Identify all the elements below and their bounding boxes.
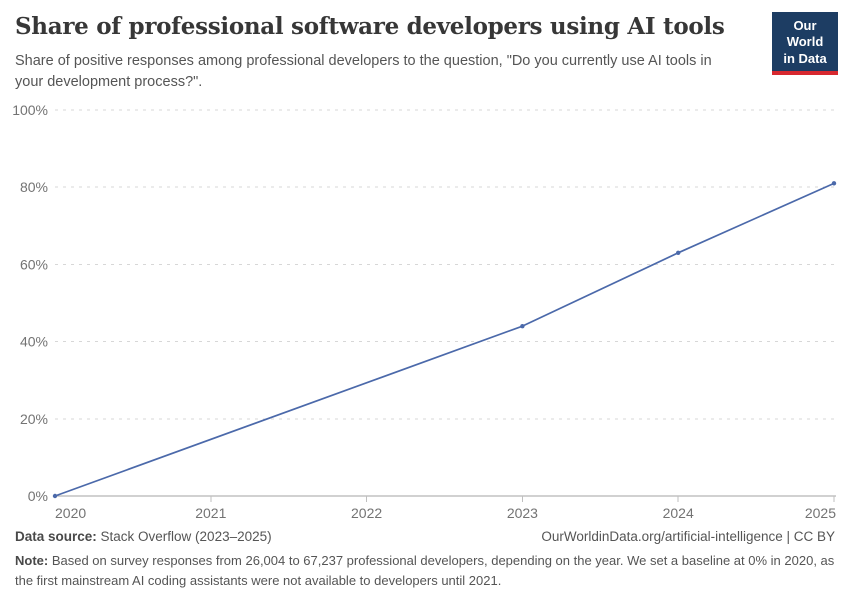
data-source: Data source: Stack Overflow (2023–2025) — [15, 529, 272, 544]
x-axis-label: 2020 — [55, 505, 86, 521]
y-axis-label: 100% — [12, 102, 48, 118]
chart-subtitle: Share of positive responses among profes… — [15, 53, 712, 90]
chart-note-text: Based on survey responses from 26,004 to… — [15, 553, 835, 588]
data-point — [52, 493, 58, 499]
data-source-label: Data source: — [15, 529, 97, 544]
y-axis-label: 80% — [20, 179, 48, 195]
data-source-value: Stack Overflow (2023–2025) — [96, 529, 272, 544]
data-point — [520, 323, 525, 329]
owid-logo[interactable]: Our World in Data — [772, 12, 838, 75]
x-axis-label: 2022 — [351, 505, 382, 521]
x-axis-label: 2021 — [195, 505, 226, 521]
chart-note-label: Note: — [15, 553, 49, 568]
data-point — [676, 250, 681, 256]
line-chart-plot-area[interactable]: 0% 20% 40% 60% 80% 100% 2020 2021 2022 2023 2024 20… — [0, 100, 850, 530]
y-axis-label: 60% — [20, 256, 48, 272]
x-axis-label: 2025 — [805, 505, 836, 521]
x-axis-label: 2023 — [507, 505, 538, 521]
y-axis-label: 40% — [20, 334, 48, 350]
chart-footer: Data source: Stack Overflow (2023–2025) … — [15, 529, 835, 590]
y-axis-label: 0% — [28, 488, 48, 504]
owid-logo-line1: Our World — [786, 18, 824, 50]
data-line — [54, 182, 835, 497]
chart-title: Share of professional software developer… — [15, 13, 725, 40]
owid-logo-line2: in Data — [783, 50, 827, 66]
chart-note: Note: Based on survey responses from 26,… — [15, 551, 835, 590]
y-axis-label: 20% — [20, 411, 48, 427]
data-point — [831, 181, 837, 186]
attribution-link[interactable]: OurWorldinData.org/artificial-intelligen… — [541, 529, 835, 544]
x-axis-label: 2024 — [663, 505, 694, 521]
